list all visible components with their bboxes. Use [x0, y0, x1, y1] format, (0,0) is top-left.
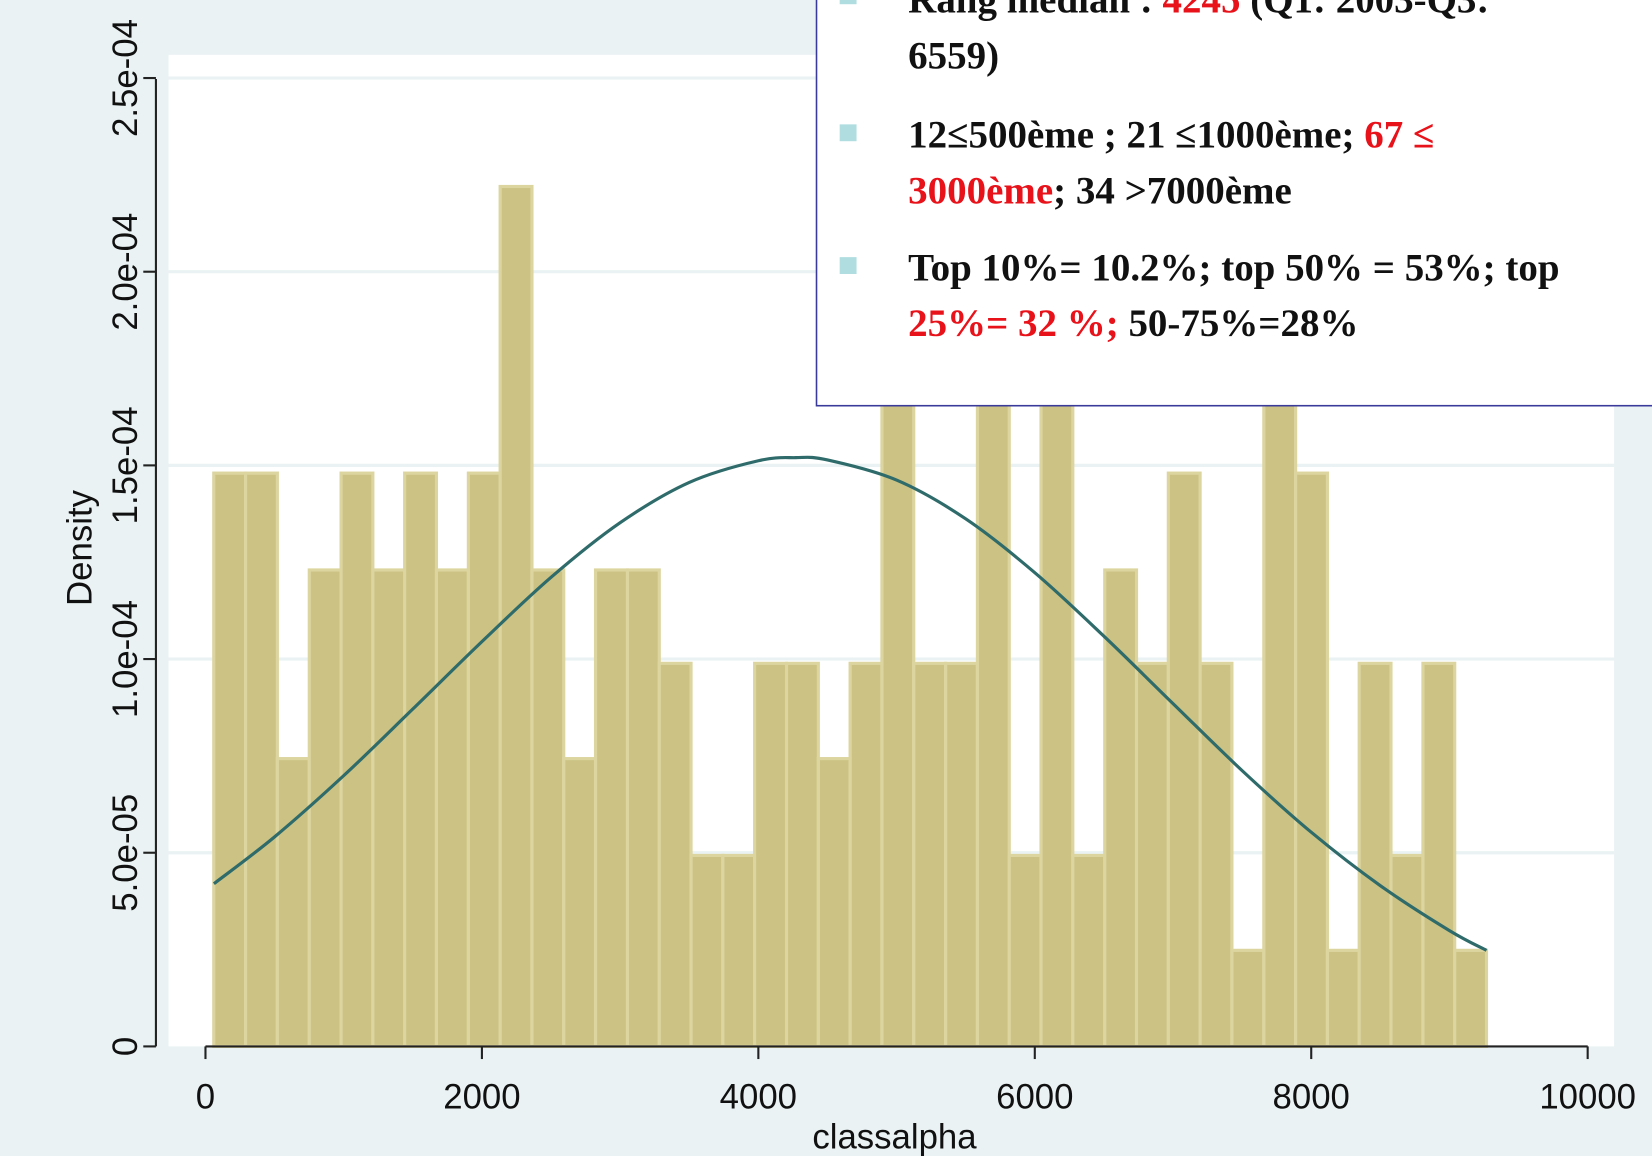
note-text: 50-75%=28% [1119, 302, 1359, 345]
bar [975, 374, 1011, 1048]
bar [1007, 853, 1043, 1048]
bar [1198, 661, 1234, 1048]
note-line: 6559) [908, 34, 999, 77]
note-line: 12≤500ème ; 21 ≤1000ème; 67 ≤ [908, 114, 1434, 157]
text-box-frame [815, 0, 1652, 407]
bar [1389, 853, 1425, 1048]
bar [593, 568, 630, 1048]
bar [816, 757, 852, 1048]
bar [753, 661, 789, 1048]
curve [212, 455, 1488, 952]
note-text: (Q1: 2003-Q3: [1240, 0, 1489, 22]
bar [657, 661, 693, 1048]
y-tick-label: 1.0e-04 [107, 600, 145, 718]
bar [1103, 568, 1139, 1048]
bullet [839, 257, 857, 274]
bar [689, 853, 725, 1048]
y-axis-label: Density [62, 489, 100, 606]
bar [1325, 948, 1361, 1048]
bar [1357, 661, 1393, 1048]
bar [784, 661, 820, 1048]
bar [1039, 374, 1075, 1048]
bar [212, 471, 248, 1048]
bar [1453, 948, 1489, 1048]
bullet [839, 124, 857, 142]
bar [721, 853, 757, 1048]
note-line: 3000ème; 34 >7000ème [908, 169, 1292, 212]
y-tick-label: 2.0e-04 [107, 213, 145, 331]
y-tick-label: 2.5e-04 [107, 19, 145, 137]
x-tick-label: 6000 [996, 1079, 1073, 1117]
note-text: 6559) [908, 34, 999, 77]
bar [1421, 661, 1457, 1048]
bar [498, 184, 534, 1048]
bullet [839, 0, 857, 5]
note-text: 67 ≤ [1364, 114, 1434, 157]
note-text: Top 10%= 10.2%; top 50% = 53%; top [908, 246, 1559, 289]
bar [1166, 471, 1202, 1048]
bar [371, 568, 407, 1048]
bar [339, 471, 375, 1048]
text-box: Rang médian : 4245 (Q1: 2003-Q3: 6559) 12≤… [815, 0, 1652, 407]
bar [530, 568, 566, 1048]
bar [625, 568, 661, 1048]
x-tick-label: 8000 [1273, 1079, 1350, 1117]
density-curve [212, 455, 1488, 952]
note-text: 25%= 32 %; [908, 302, 1119, 345]
bar [1294, 471, 1329, 1048]
y-tick-label: 5.0e-05 [107, 794, 145, 912]
bar [434, 568, 470, 1048]
note-text: 12≤500ème ; 21 ≤1000ème; [908, 114, 1364, 157]
bar [848, 661, 884, 1048]
note-line: 25%= 32 %; 50-75%=28% [908, 302, 1358, 345]
bar [562, 757, 598, 1048]
bar [1230, 948, 1266, 1048]
y-tick-label: 1.5e-04 [107, 406, 145, 524]
bar [275, 757, 311, 1048]
bar [1134, 661, 1170, 1048]
bar [307, 568, 343, 1048]
note-text: 4245 [1163, 0, 1241, 22]
x-tick-label: 0 [196, 1079, 215, 1117]
x-tick-label: 4000 [720, 1079, 797, 1117]
bar [466, 471, 502, 1048]
note-text: Rang médian : [908, 0, 1162, 22]
note-text: ; 34 >7000ème [1053, 169, 1292, 212]
y-tick-label: 0 [107, 1037, 145, 1056]
bar [912, 661, 948, 1048]
x-tick-label: 10000 [1539, 1079, 1636, 1117]
bar [944, 661, 980, 1048]
bar [1071, 853, 1107, 1048]
axes [143, 76, 1589, 1060]
note-text: 3000ème [908, 169, 1053, 212]
x-axis-label: classalpha [812, 1119, 977, 1156]
bar [1262, 374, 1298, 1048]
x-tick-label: 2000 [443, 1079, 520, 1117]
note-line: Rang médian : 4245 (Q1: 2003-Q3: [908, 0, 1489, 22]
note-line: Top 10%= 10.2%; top 50% = 53%; top [908, 246, 1559, 289]
bar [243, 471, 279, 1048]
bar [403, 471, 439, 1048]
